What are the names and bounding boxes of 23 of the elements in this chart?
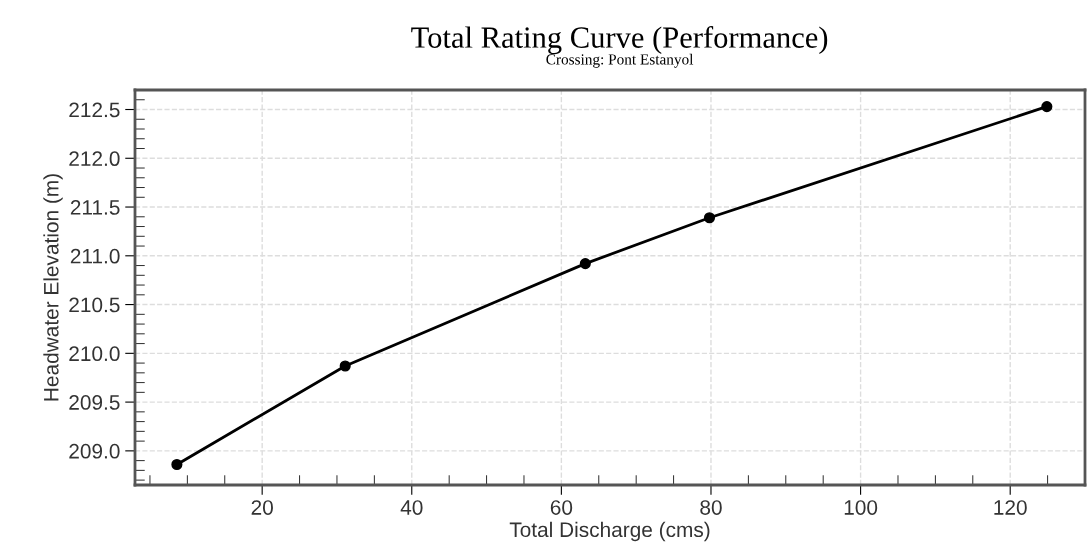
point	[1041, 101, 1053, 113]
y-axis-title: Headwater Elevation (m)	[43, 174, 63, 401]
x-tick-label: 20	[251, 500, 273, 515]
y-tick-label: 209.5	[69, 395, 120, 410]
x-tick-label: 120	[994, 500, 1027, 515]
x-tick-label: 40	[400, 500, 423, 515]
point	[171, 458, 183, 471]
point	[339, 360, 351, 372]
y-tick-label: 211.5	[70, 200, 120, 215]
y-tick-label: 210.5	[69, 297, 120, 313]
y-tick-label: 211.0	[70, 248, 120, 264]
x-axis-title: Total Discharge (cms)	[509, 521, 710, 542]
y-tick-label: 212.5	[69, 102, 120, 118]
y-tick-label: 209.0	[69, 443, 120, 459]
y-tick-label: 210.0	[69, 346, 120, 362]
chart-subtitle: Crossing: Pont Estanyol	[546, 53, 694, 68]
chart-title: Total Rating Curve (Performance)	[411, 26, 828, 55]
point	[703, 212, 716, 224]
x-tick-label: 60	[550, 500, 573, 515]
x-tick-label: 80	[700, 500, 722, 515]
point	[579, 258, 591, 270]
y-tick-label: 212.0	[69, 151, 120, 167]
x-tick-label: 100	[844, 500, 878, 515]
